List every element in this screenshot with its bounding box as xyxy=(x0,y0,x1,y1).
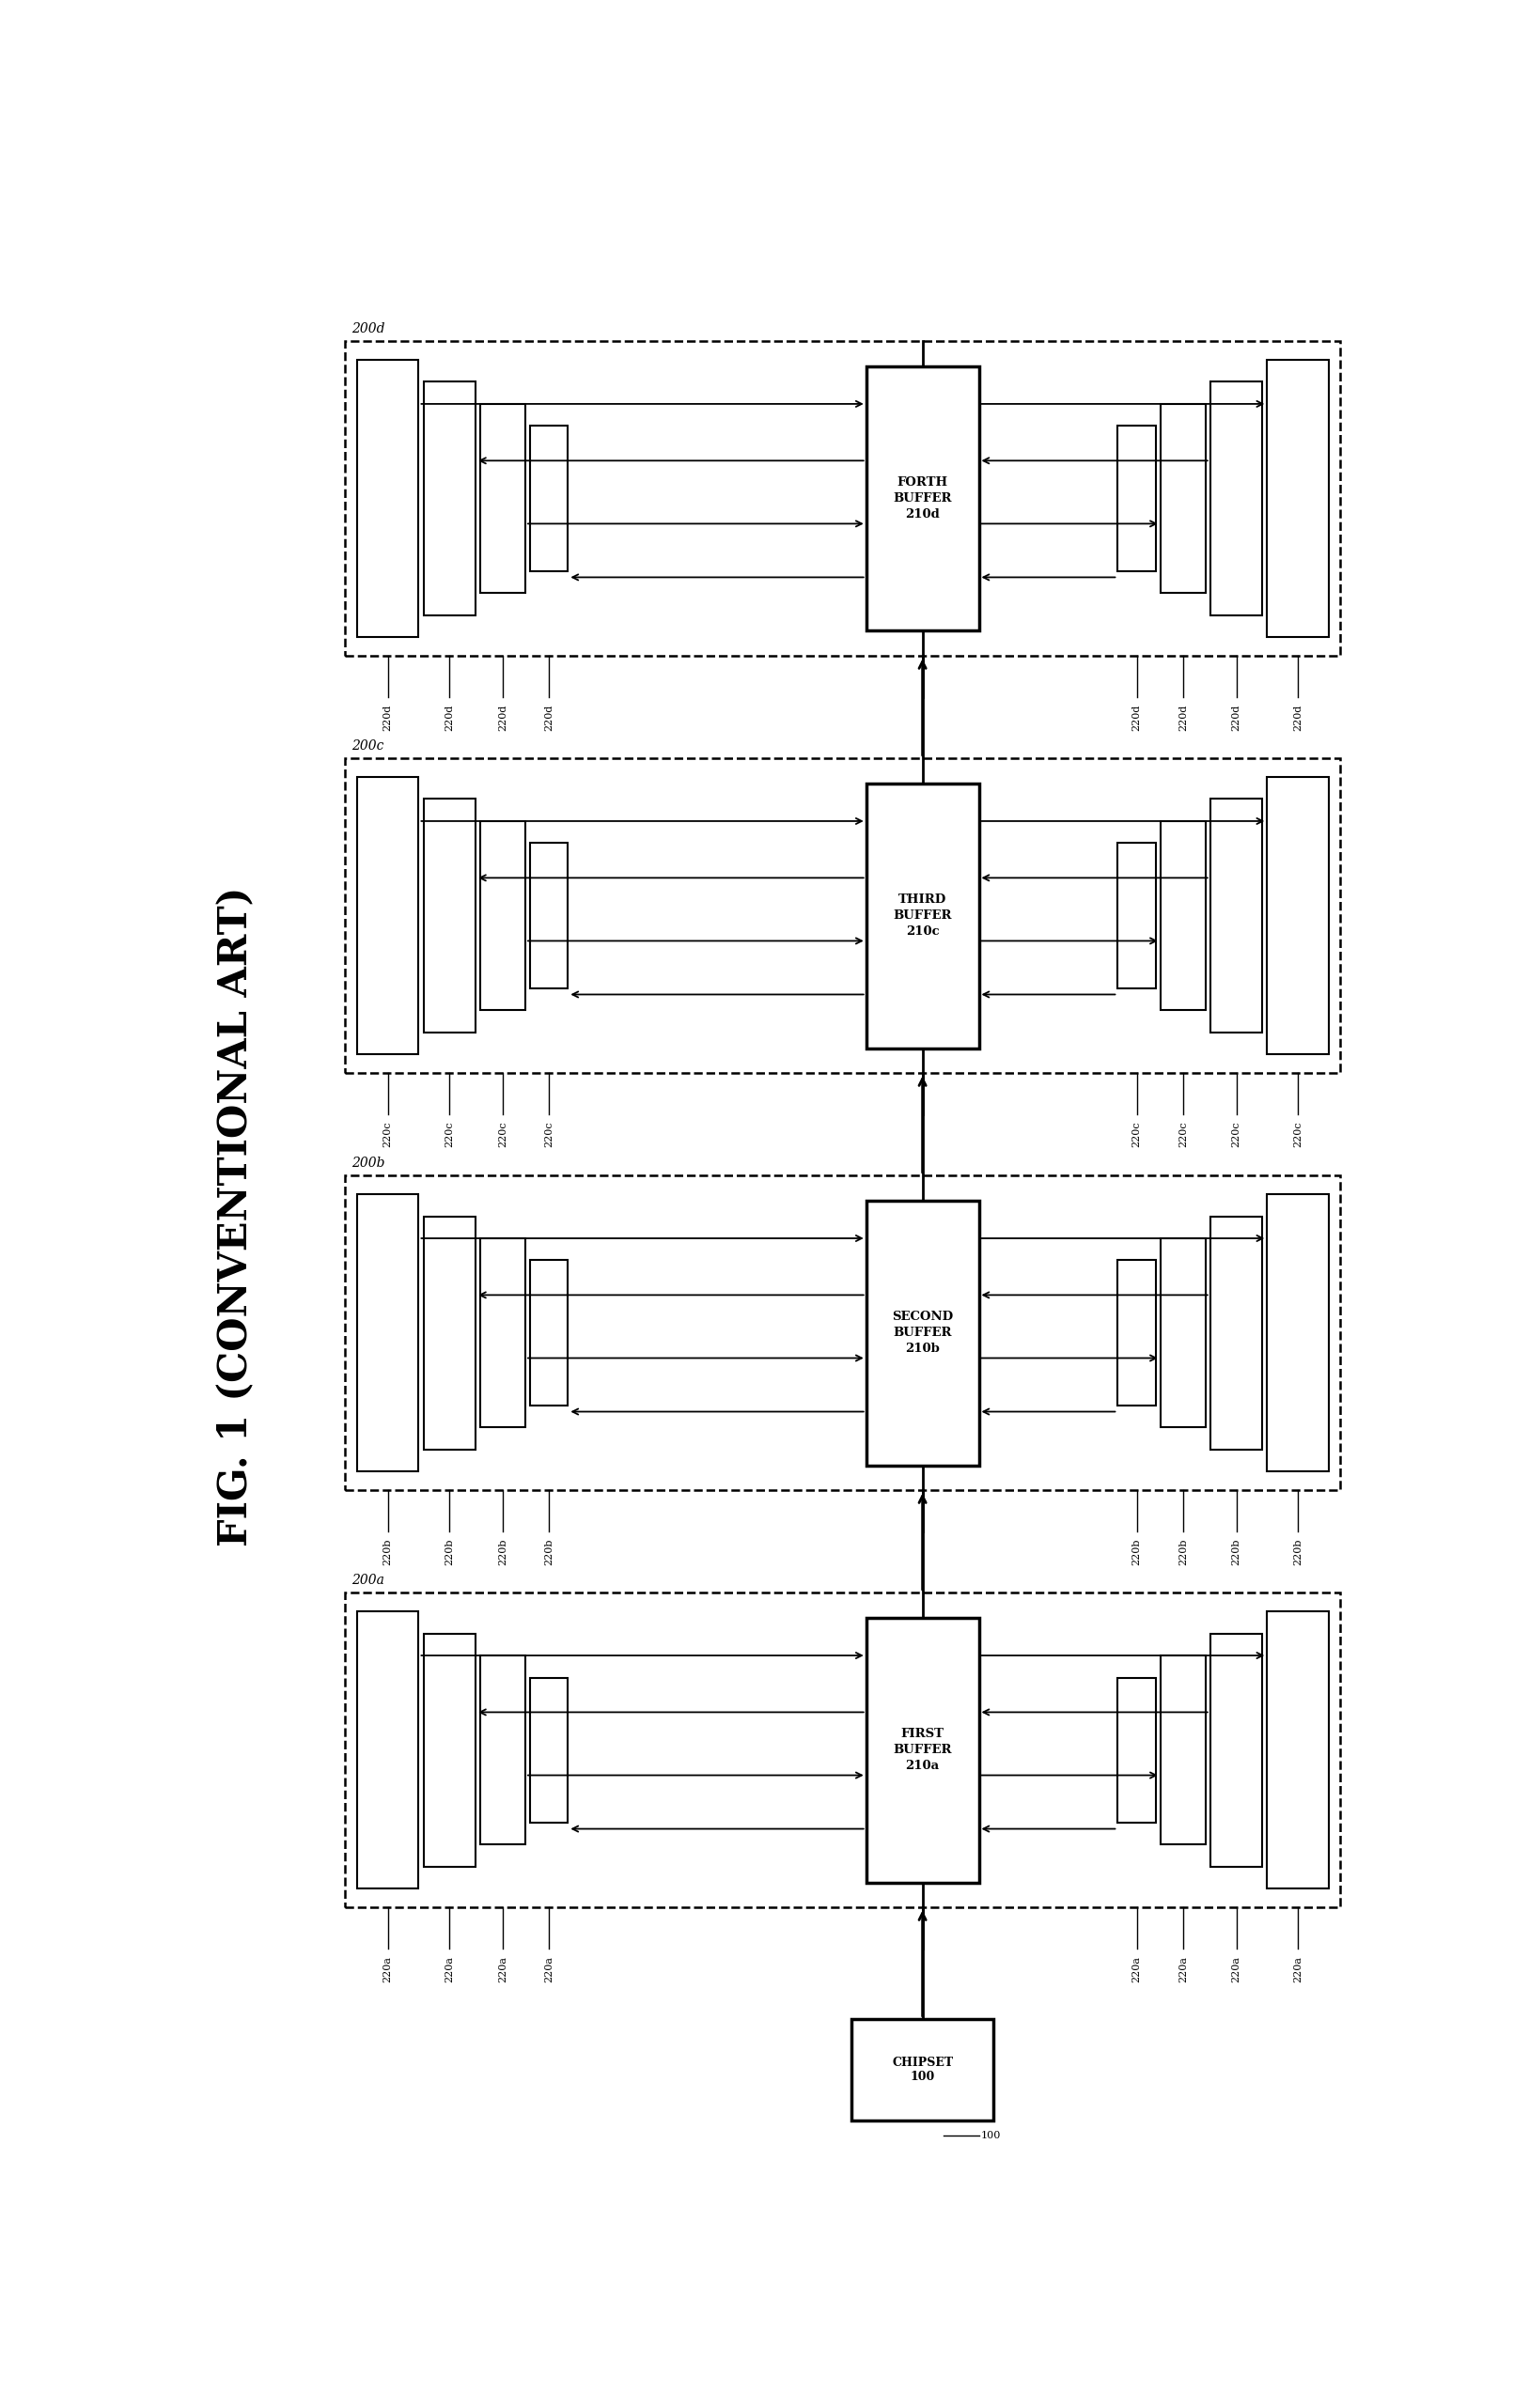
Bar xyxy=(1118,1259,1156,1406)
Bar xyxy=(531,1259,567,1406)
Bar xyxy=(480,1238,526,1428)
Bar xyxy=(531,843,567,987)
Text: 220d: 220d xyxy=(1131,703,1142,732)
Bar xyxy=(346,1175,1341,1491)
Bar xyxy=(867,783,979,1047)
Text: 220d: 220d xyxy=(384,703,393,732)
Text: 220a: 220a xyxy=(1231,1955,1242,1982)
Bar xyxy=(346,1592,1341,1907)
Bar xyxy=(424,1216,476,1450)
Text: 220b: 220b xyxy=(1131,1539,1142,1565)
Bar xyxy=(852,2018,994,2121)
Bar xyxy=(356,359,419,638)
Text: 200c: 200c xyxy=(352,739,384,751)
Text: 200b: 200b xyxy=(352,1156,384,1170)
Bar xyxy=(480,821,526,1011)
Bar xyxy=(480,405,526,592)
Text: 220a: 220a xyxy=(1131,1955,1142,1982)
Bar xyxy=(346,342,1341,655)
Text: 220b: 220b xyxy=(1231,1539,1242,1565)
Text: 220a: 220a xyxy=(1179,1955,1188,1982)
Bar xyxy=(867,1618,979,1883)
Text: 220b: 220b xyxy=(498,1539,508,1565)
Bar xyxy=(1161,1654,1205,1845)
Bar xyxy=(424,1633,476,1866)
Bar xyxy=(1118,1678,1156,1823)
Text: 220c: 220c xyxy=(498,1122,508,1149)
Text: FIG. 1 (CONVENTIONAL ART): FIG. 1 (CONVENTIONAL ART) xyxy=(217,886,255,1546)
Text: 220a: 220a xyxy=(384,1955,393,1982)
Text: 220a: 220a xyxy=(544,1955,553,1982)
Text: 220b: 220b xyxy=(544,1539,553,1565)
Bar xyxy=(1161,821,1205,1011)
Bar xyxy=(356,778,419,1055)
Text: 220c: 220c xyxy=(1231,1122,1242,1149)
Text: 220a: 220a xyxy=(498,1955,508,1982)
Bar xyxy=(867,1202,979,1464)
Text: FORTH
BUFFER
210d: FORTH BUFFER 210d xyxy=(893,477,953,520)
Text: 220c: 220c xyxy=(544,1122,553,1149)
Bar xyxy=(1209,383,1263,614)
Text: 220c: 220c xyxy=(1179,1122,1188,1149)
Text: 220b: 220b xyxy=(1294,1539,1303,1565)
Bar xyxy=(1161,1238,1205,1428)
Bar xyxy=(346,759,1341,1074)
Text: 220a: 220a xyxy=(1294,1955,1303,1982)
Text: THIRD
BUFFER
210c: THIRD BUFFER 210c xyxy=(893,893,953,937)
Bar xyxy=(1161,405,1205,592)
Bar xyxy=(424,799,476,1033)
Text: 220d: 220d xyxy=(544,703,553,732)
Bar xyxy=(424,383,476,614)
Text: 200d: 200d xyxy=(352,323,384,335)
Text: SECOND
BUFFER
210b: SECOND BUFFER 210b xyxy=(891,1310,953,1356)
Bar xyxy=(1268,359,1329,638)
Bar xyxy=(1268,1194,1329,1471)
Bar xyxy=(1209,1216,1263,1450)
Text: 220d: 220d xyxy=(1231,703,1242,732)
Text: 200a: 200a xyxy=(352,1575,384,1587)
Text: 220d: 220d xyxy=(498,703,508,732)
Bar xyxy=(867,366,979,631)
Text: 220b: 220b xyxy=(1179,1539,1188,1565)
Bar xyxy=(356,1611,419,1888)
Text: FIRST
BUFFER
210a: FIRST BUFFER 210a xyxy=(893,1729,953,1772)
Bar xyxy=(1209,799,1263,1033)
Bar xyxy=(1268,1611,1329,1888)
Text: 220d: 220d xyxy=(445,703,454,732)
Text: 220c: 220c xyxy=(1294,1122,1303,1149)
Text: CHIPSET
100: CHIPSET 100 xyxy=(891,2056,953,2083)
Bar xyxy=(356,1194,419,1471)
Text: 220b: 220b xyxy=(384,1539,393,1565)
Bar xyxy=(531,426,567,571)
Bar xyxy=(1118,426,1156,571)
Text: 220c: 220c xyxy=(1131,1122,1142,1149)
Text: 220c: 220c xyxy=(384,1122,393,1149)
Bar xyxy=(1209,1633,1263,1866)
Bar xyxy=(1268,778,1329,1055)
Bar xyxy=(480,1654,526,1845)
Bar xyxy=(531,1678,567,1823)
Text: 220d: 220d xyxy=(1179,703,1188,732)
Text: 220d: 220d xyxy=(1294,703,1303,732)
Bar xyxy=(1118,843,1156,987)
Text: 100: 100 xyxy=(980,2131,1000,2141)
Text: 220a: 220a xyxy=(445,1955,454,1982)
Text: 220b: 220b xyxy=(445,1539,454,1565)
Text: 220c: 220c xyxy=(445,1122,454,1149)
